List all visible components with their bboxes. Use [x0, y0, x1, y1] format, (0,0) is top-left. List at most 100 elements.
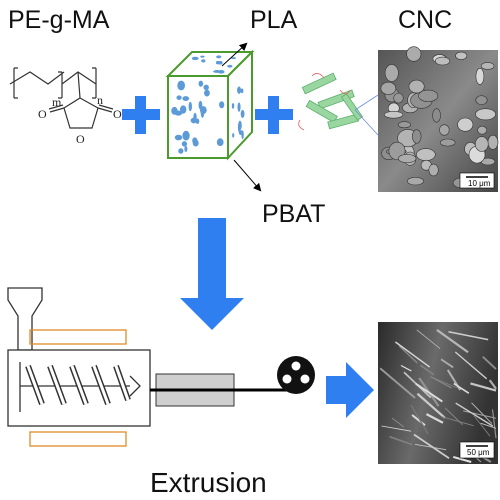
fiber	[452, 455, 472, 463]
fiber	[471, 402, 493, 424]
fiber	[453, 382, 470, 394]
fiber	[436, 329, 469, 354]
particle	[200, 55, 205, 58]
fiber	[454, 351, 488, 380]
grain	[383, 111, 404, 119]
particle	[231, 57, 236, 60]
grain	[439, 138, 456, 147]
fiber	[416, 392, 446, 419]
particle	[218, 60, 223, 65]
extruder	[7, 287, 151, 447]
oxygen-atom: O	[38, 107, 47, 121]
sem-texture	[380, 46, 499, 189]
grain	[474, 136, 489, 152]
fiber	[441, 416, 474, 427]
particle	[184, 145, 188, 153]
fiber	[414, 443, 447, 451]
pla-label: PLA	[250, 6, 298, 34]
grain	[406, 176, 424, 186]
particle	[238, 120, 242, 131]
particle	[171, 106, 178, 115]
grain	[475, 95, 488, 105]
grain	[398, 154, 417, 164]
grain	[384, 64, 399, 82]
particle	[191, 56, 199, 61]
grain	[487, 134, 499, 150]
fiber	[488, 379, 497, 390]
particle	[201, 59, 206, 63]
pe-g-ma-structure	[9, 67, 114, 129]
grain	[418, 89, 439, 102]
fiber	[473, 415, 491, 437]
fiber	[416, 329, 441, 349]
particle	[190, 117, 197, 124]
grain	[411, 129, 422, 144]
grain	[457, 117, 474, 132]
particle	[237, 102, 241, 112]
particle	[237, 86, 242, 94]
particle	[198, 80, 204, 87]
grain	[434, 56, 451, 66]
particle	[178, 148, 184, 154]
particle	[203, 84, 209, 91]
grain	[480, 62, 495, 70]
particle	[200, 107, 205, 118]
grain	[408, 79, 425, 94]
plus-sign	[255, 96, 293, 134]
fiber	[398, 345, 418, 364]
fiber	[419, 364, 435, 376]
particle	[240, 109, 245, 118]
particle	[174, 134, 183, 141]
fiber	[480, 422, 497, 429]
fiber	[415, 382, 443, 403]
subscript-n: n	[97, 93, 103, 107]
fiber	[482, 355, 497, 370]
particle	[179, 105, 187, 114]
grain	[475, 108, 496, 121]
grain	[432, 108, 441, 123]
particle	[204, 89, 210, 97]
pbat-label: PBAT	[262, 200, 325, 228]
pointer-arrow	[233, 159, 262, 192]
particle	[232, 133, 235, 138]
grain	[397, 121, 411, 129]
grain	[393, 92, 404, 104]
particle	[181, 141, 188, 147]
fiber	[413, 433, 450, 459]
process-arrow	[180, 218, 244, 330]
extrusion-label: Extrusion	[150, 467, 267, 498]
particle	[177, 80, 186, 91]
particle	[182, 130, 190, 141]
grain	[380, 81, 397, 95]
grain	[455, 51, 468, 60]
particle	[227, 64, 233, 68]
grain	[439, 124, 450, 136]
pointer-arrow	[221, 42, 248, 67]
fiber	[470, 382, 497, 392]
scale-label: 10 μm	[468, 179, 491, 188]
particle	[219, 101, 225, 109]
grain	[477, 125, 488, 135]
fiber	[400, 364, 412, 372]
particle	[188, 101, 192, 112]
fiber	[448, 331, 489, 341]
fiber	[455, 402, 494, 427]
cnc-rods	[298, 72, 364, 131]
fiber	[410, 404, 429, 435]
particle	[176, 95, 182, 100]
fiber	[381, 425, 412, 432]
particle	[231, 103, 235, 109]
cnc-label: CNC	[398, 6, 452, 34]
take-up-roller	[277, 356, 315, 394]
fiber	[425, 413, 444, 424]
subscript-m: m	[52, 95, 62, 109]
dispersed-phase	[171, 55, 245, 154]
grain	[406, 46, 422, 62]
pe-g-ma-label: PE-g-MA	[8, 6, 110, 34]
fiber	[379, 367, 416, 399]
zoom-line	[354, 94, 379, 111]
process-arrow	[326, 362, 374, 418]
particle	[216, 55, 222, 59]
fiber	[391, 417, 405, 428]
